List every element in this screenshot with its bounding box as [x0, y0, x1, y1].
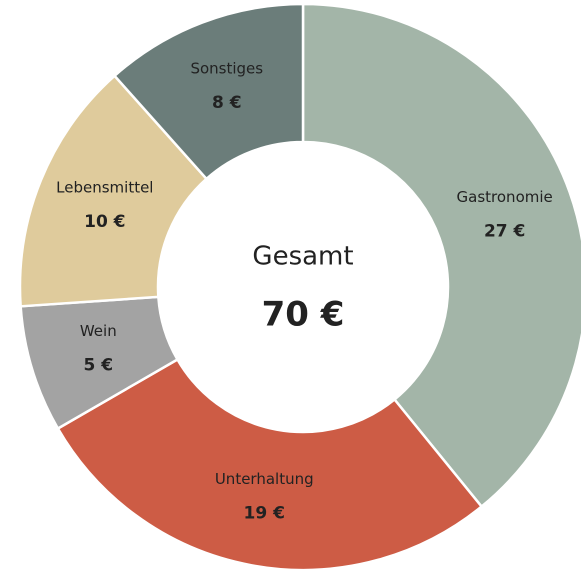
donut-slice — [18, 74, 209, 308]
value-label: 5 € — [84, 355, 114, 375]
center-title: Gesamt — [252, 242, 353, 272]
slice-label: Wein — [80, 322, 117, 340]
value-label: 19 € — [244, 503, 285, 523]
slice-label: Unterhaltung — [215, 470, 314, 488]
value-label: 8 € — [212, 93, 242, 113]
slice-label: Gastronomie — [457, 188, 553, 206]
value-label: 27 € — [484, 221, 525, 241]
center-value: 70 € — [262, 295, 345, 335]
value-label: 10 € — [84, 212, 125, 232]
donut-slice — [112, 2, 305, 181]
donut-slice — [56, 357, 484, 569]
slice-label: Sonstiges — [190, 60, 263, 78]
slice-label: Lebensmittel — [56, 179, 153, 197]
donut-slice — [301, 2, 581, 509]
